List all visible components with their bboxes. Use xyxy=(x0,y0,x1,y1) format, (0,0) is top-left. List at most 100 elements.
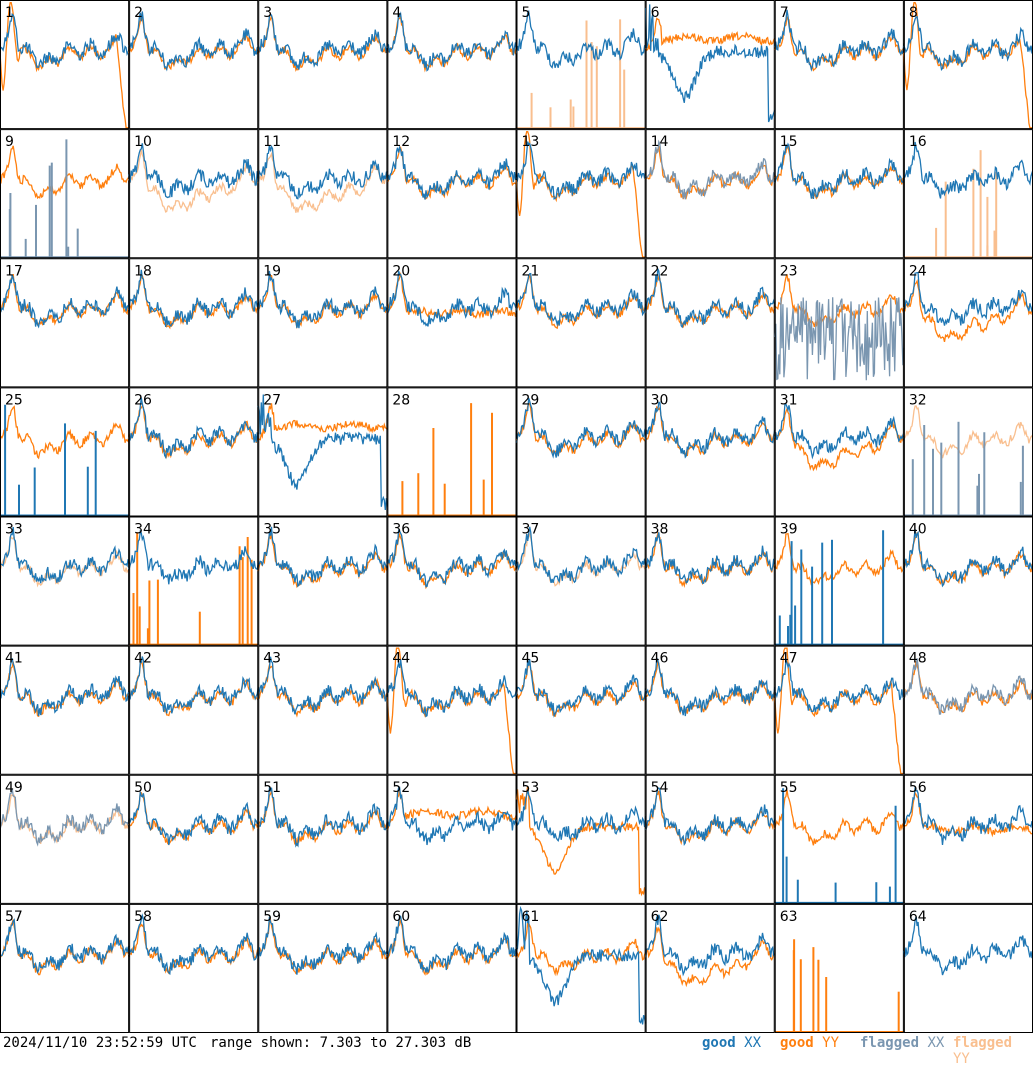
panel-48: 48 xyxy=(903,645,1033,775)
series-yy-panel-44 xyxy=(386,647,517,775)
panel-51: 51 xyxy=(257,774,389,904)
panel-border xyxy=(0,903,130,1033)
panel-border xyxy=(645,516,775,646)
panel-border xyxy=(645,0,775,130)
panel-22: 22 xyxy=(644,258,776,388)
panel-18: 18 xyxy=(128,258,259,388)
panel-number: 8 xyxy=(909,5,918,21)
series-yy-panel-10 xyxy=(128,149,259,213)
series-xx-panel-47 xyxy=(774,659,905,714)
series-yy-panel-24 xyxy=(903,279,1033,343)
panel-37: 37 xyxy=(515,516,647,646)
panel-number: 54 xyxy=(651,780,669,796)
legend-good-xx: good XX xyxy=(702,1035,761,1051)
panel-19: 19 xyxy=(257,258,389,388)
panel-border xyxy=(0,645,130,775)
panel-32: 32 xyxy=(903,387,1033,517)
series-xx-panel-54 xyxy=(644,787,776,847)
panel-34: 34 xyxy=(128,516,259,646)
panel-border xyxy=(645,258,775,388)
panel-number: 18 xyxy=(134,263,152,279)
panel-4: 4 xyxy=(386,0,518,130)
legend-flagged-yy-word: flagged xyxy=(953,1035,1013,1051)
series-yy-panel-9 xyxy=(0,145,130,200)
panel-number: 31 xyxy=(780,392,798,408)
panel-number: 35 xyxy=(263,522,281,538)
series-xx-panel-24 xyxy=(903,272,1033,326)
series-xx-panel-42 xyxy=(128,656,259,714)
series-xx-panel-61 xyxy=(515,905,647,1025)
panel-number: 62 xyxy=(651,909,669,925)
panel-54: 54 xyxy=(644,774,776,904)
panel-number: 1 xyxy=(5,5,14,21)
series-xx-panel-11 xyxy=(257,144,388,200)
panel-border xyxy=(387,0,517,130)
panel-border xyxy=(0,0,130,130)
panel-38: 38 xyxy=(645,516,776,646)
panel-border xyxy=(0,516,130,646)
series-xx-panel-29 xyxy=(515,397,647,459)
panel-border xyxy=(129,774,259,904)
panel-58: 58 xyxy=(128,903,259,1033)
series-yy-panel-18 xyxy=(128,274,259,330)
panel-number: 39 xyxy=(780,522,798,538)
panel-number: 52 xyxy=(392,780,410,796)
panel-number: 25 xyxy=(5,392,23,408)
panel-28: 28 xyxy=(387,387,517,517)
panel-number: 43 xyxy=(263,651,281,667)
panel-border xyxy=(258,387,388,517)
panel-10: 10 xyxy=(128,129,259,259)
series-yy-panel-12 xyxy=(386,145,518,200)
panel-64: 64 xyxy=(903,903,1033,1033)
panel-border xyxy=(774,516,904,646)
series-xx-panel-3 xyxy=(257,12,389,70)
legend-good-yy: good YY xyxy=(780,1035,839,1051)
legend-flagged-xx: flagged XX xyxy=(860,1035,944,1051)
panel-50: 50 xyxy=(128,774,259,904)
series-xx-panel-41 xyxy=(0,658,130,717)
series-xx-panel-45 xyxy=(515,659,647,718)
panel-border xyxy=(645,129,775,259)
series-xx-panel-62 xyxy=(644,914,776,977)
panel-27: 27 xyxy=(257,387,389,517)
series-xx-panel-13 xyxy=(515,141,647,200)
panel-12: 12 xyxy=(386,129,518,259)
series-xx-panel-21 xyxy=(515,272,647,327)
range-label: range shown: 7.303 to 27.303 dB xyxy=(210,1035,472,1051)
panel-11: 11 xyxy=(257,129,389,259)
panel-number: 4 xyxy=(392,5,401,21)
panel-number: 50 xyxy=(134,780,152,796)
panel-border xyxy=(774,387,904,517)
series-xx-panel-30 xyxy=(644,401,776,459)
panel-31: 31 xyxy=(774,387,905,517)
series-xx-panel-52 xyxy=(386,786,518,846)
panel-border xyxy=(774,258,904,388)
panel-57: 57 xyxy=(0,903,130,1033)
panel-number: 64 xyxy=(909,909,927,925)
panel-45: 45 xyxy=(515,645,647,775)
panel-number: 10 xyxy=(134,134,152,150)
series-xx-panel-50 xyxy=(129,791,259,846)
panel-border xyxy=(516,516,646,646)
panel-border xyxy=(645,387,775,517)
series-yy-panel-49 xyxy=(0,794,130,845)
panel-61: 61 xyxy=(515,903,647,1033)
status-footer: 2024/11/10 23:52:59 UTC range shown: 7.3… xyxy=(0,1033,1033,1067)
series-xx-panel-60 xyxy=(386,914,518,973)
panel-number: 61 xyxy=(522,909,540,925)
series-yy-panel-36 xyxy=(386,532,518,590)
series-yy-panel-39 xyxy=(774,532,905,586)
panel-25: 25 xyxy=(0,387,130,517)
series-xx-panel-22 xyxy=(644,268,776,329)
panel-7: 7 xyxy=(774,0,905,130)
panel-43: 43 xyxy=(257,645,388,775)
panel-number: 14 xyxy=(651,134,669,150)
panel-border xyxy=(129,129,259,259)
panel-border xyxy=(129,903,259,1033)
panel-border xyxy=(387,258,517,388)
series-xx-panel-10 xyxy=(128,143,259,199)
panel-border xyxy=(0,387,130,517)
panel-23: 23 xyxy=(774,258,905,388)
series-yy-panel-27 xyxy=(257,403,388,441)
panel-number: 9 xyxy=(5,134,14,150)
